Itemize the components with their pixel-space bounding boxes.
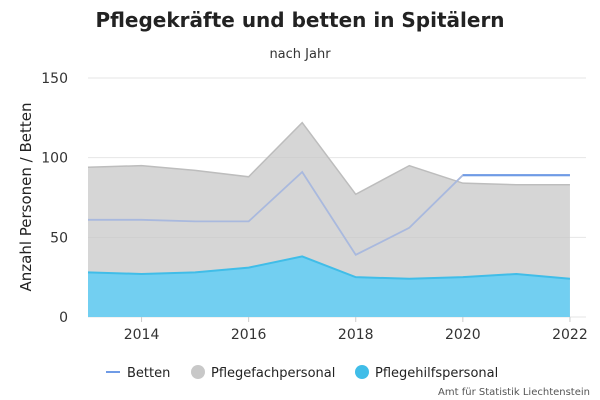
legend-marker-pflegefachpersonal xyxy=(191,365,205,379)
legend-label-betten: Betten xyxy=(127,366,170,381)
x-axis-ticks: 2014 2016 2018 2020 2022 xyxy=(124,317,588,343)
legend: Betten Pflegefachpersonal Pflegehilfsperso… xyxy=(106,365,498,381)
legend-label-pflegefachpersonal: Pflegefachpersonal xyxy=(211,366,335,381)
y-tick-label: 150 xyxy=(41,71,68,87)
plot-area xyxy=(87,121,571,317)
legend-label-pflegehilfspersonal: Pflegehilfspersonal xyxy=(375,366,498,381)
y-tick-label: 0 xyxy=(59,310,68,326)
y-axis-title: Anzahl Personen / Betten xyxy=(17,102,35,291)
chart-subtitle: nach Jahr xyxy=(269,47,331,62)
y-tick-label: 100 xyxy=(41,151,68,167)
x-tick-label: 2018 xyxy=(338,327,374,343)
y-axis-ticks: 0 50 100 150 xyxy=(41,71,68,326)
series-area-pflegefachpersonal xyxy=(88,122,570,317)
chart-title: Pflegekräfte und betten in Spitälern xyxy=(95,8,504,32)
x-tick-label: 2022 xyxy=(552,327,588,343)
credit-text: Amt für Statistik Liechtenstein xyxy=(438,387,590,398)
series-lines xyxy=(88,170,570,257)
legend-marker-pflegehilfspersonal xyxy=(355,365,369,379)
series-line-pflegehilfspersonal xyxy=(87,255,571,280)
x-tick-label: 2014 xyxy=(124,327,160,343)
series-line-pflegefachpersonal xyxy=(87,121,570,196)
x-tick-label: 2016 xyxy=(231,327,267,343)
x-tick-label: 2020 xyxy=(445,327,481,343)
y-tick-label: 50 xyxy=(50,230,68,246)
